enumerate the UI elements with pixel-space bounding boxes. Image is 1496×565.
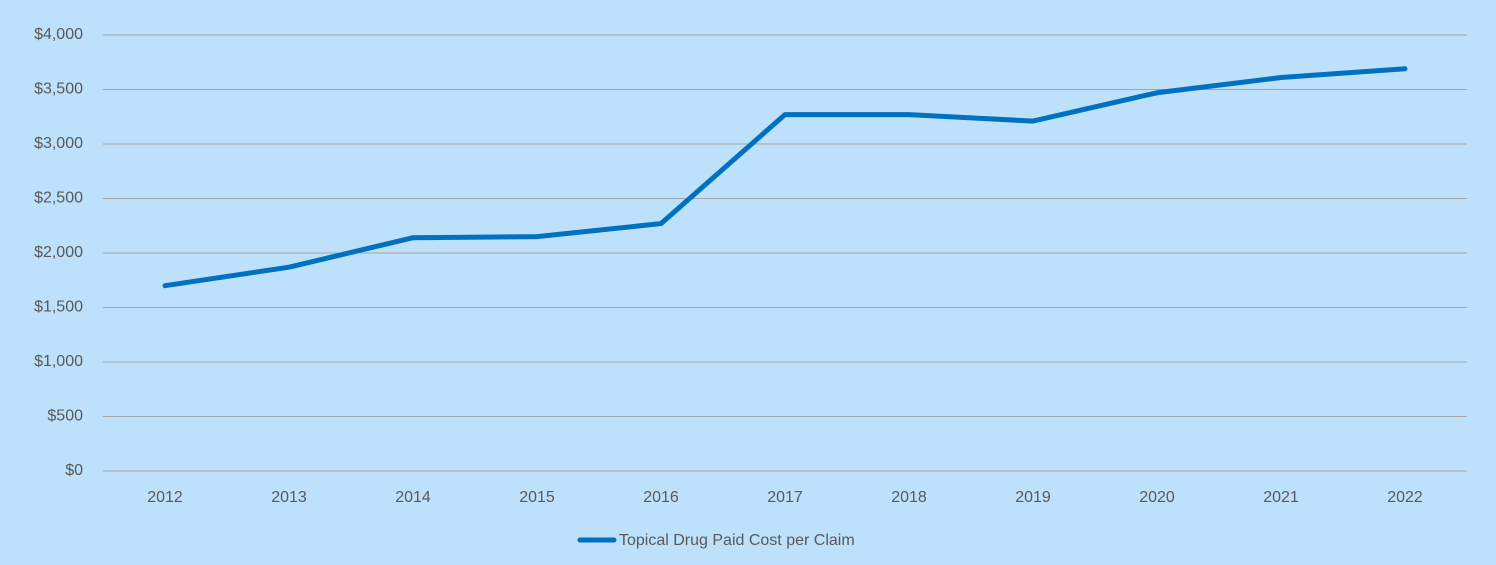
x-tick-label: 2020 (1139, 489, 1175, 506)
line-series (162, 66, 1408, 289)
y-tick-label: $0 (65, 462, 83, 479)
y-tick-label: $3,000 (34, 135, 83, 152)
y-tick-label: $1,500 (34, 299, 83, 316)
x-tick-label: 2015 (519, 489, 555, 506)
x-tick-label: 2014 (395, 489, 431, 506)
x-tick-label: 2016 (643, 489, 679, 506)
x-tick-label: 2018 (891, 489, 927, 506)
y-tick-label: $2,000 (34, 244, 83, 261)
y-tick-label: $4,000 (34, 26, 83, 43)
x-tick-label: 2021 (1263, 489, 1299, 506)
y-tick-label: $500 (47, 408, 83, 425)
x-tick-label: 2017 (767, 489, 803, 506)
legend-label: Topical Drug Paid Cost per Claim (619, 532, 855, 549)
x-tick-label: 2019 (1015, 489, 1051, 506)
y-tick-label: $3,500 (34, 81, 83, 98)
x-tick-label: 2012 (147, 489, 183, 506)
y-tick-label: $1,000 (34, 353, 83, 370)
x-tick-label: 2022 (1387, 489, 1423, 506)
y-tick-label: $2,500 (34, 190, 83, 207)
x-tick-label: 2013 (271, 489, 307, 506)
